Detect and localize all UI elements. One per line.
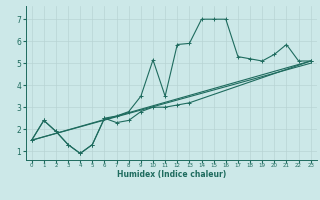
X-axis label: Humidex (Indice chaleur): Humidex (Indice chaleur) [116, 170, 226, 179]
